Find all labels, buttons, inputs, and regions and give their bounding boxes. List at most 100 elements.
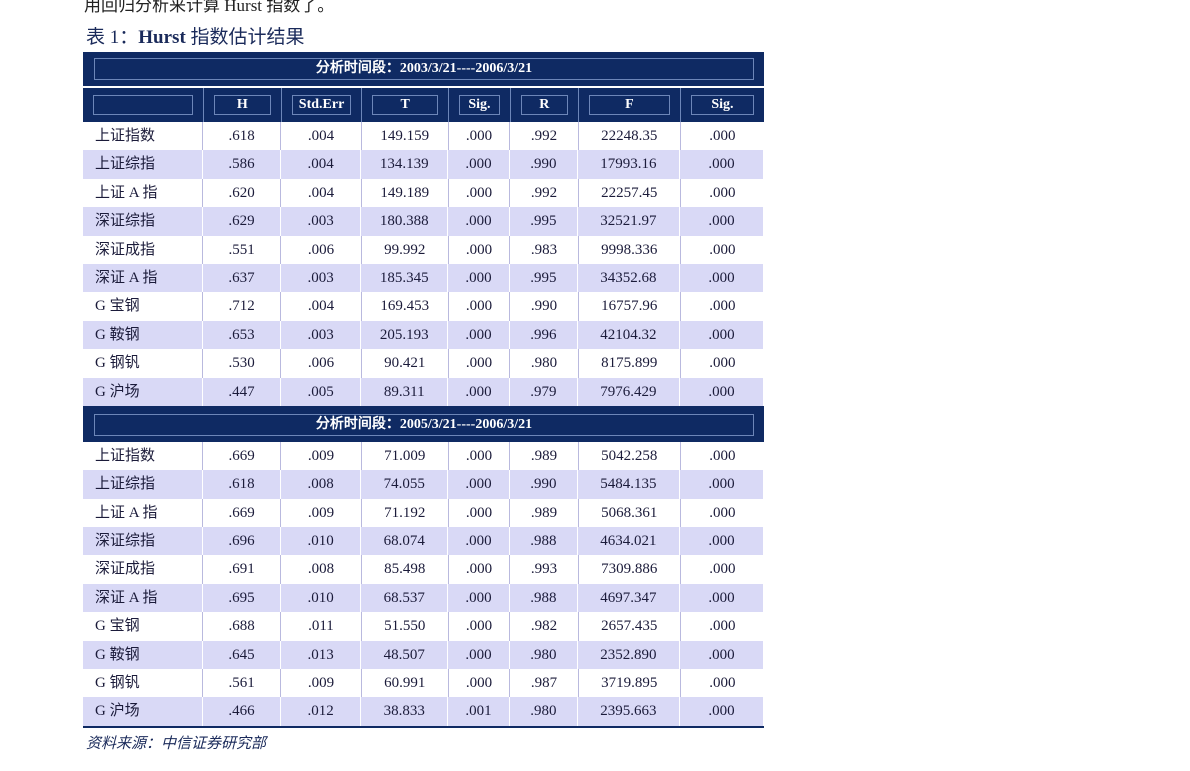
column-header: R xyxy=(511,88,579,122)
table-row: 深证成指 .691.008 85.498.000.993 7309.886.000 xyxy=(83,555,764,584)
value-cell: .004 xyxy=(281,122,362,151)
value-cell: .000 xyxy=(449,498,511,528)
value-cell: .000 xyxy=(448,640,510,670)
value-cell: .629 xyxy=(203,207,282,236)
value-cell: .980 xyxy=(510,349,579,378)
table-row: G 宝钢 .712.004 169.453.000.990 16757.96.000 xyxy=(83,292,764,321)
value-cell: .009 xyxy=(281,441,362,471)
value-cell: .000 xyxy=(449,612,511,641)
column-header: Std.Err xyxy=(282,88,363,122)
table-row: G 沪场 .466.012 38.833.001.980 2395.663.000 xyxy=(83,697,765,726)
table-row: G 钢钒 .561.009 60.991.000.987 3719.895.000 xyxy=(83,669,764,698)
value-cell: 205.193 xyxy=(361,320,449,350)
value-cell: 74.055 xyxy=(361,470,449,499)
table-row: 深证 A 指 .637.003 185.345.000.995 34352.68.00… xyxy=(83,263,765,293)
row-name-cell: 上证 A 指 xyxy=(83,498,204,528)
caption-label: 表 1： xyxy=(86,27,139,48)
value-cell: .988 xyxy=(510,527,578,556)
value-cell: .000 xyxy=(709,128,736,144)
row-name-cell: 深证成指 xyxy=(83,555,204,584)
value-cell: .000 xyxy=(709,298,736,315)
value-cell: .691 xyxy=(203,555,282,584)
column-header-label: H xyxy=(213,95,271,115)
table-row: G 宝钢 .688.011 51.550.000.982 2657.435.000 xyxy=(83,612,764,641)
value-cell: 4634.021 xyxy=(578,527,680,556)
caption-bold-term: Hurst xyxy=(138,27,186,48)
previous-paragraph-fragment: 用回归分析来计算 Hurst 指数了。 xyxy=(84,0,335,15)
value-cell: .000 xyxy=(709,561,736,578)
value-cell: .006 xyxy=(281,235,362,264)
value-cell: .004 xyxy=(281,150,362,179)
caption-rest: 指数估计结果 xyxy=(185,27,305,48)
value-cell: .992 xyxy=(510,178,579,208)
value-cell: 2352.890 xyxy=(578,640,680,670)
period-label: 分析时间段：2003/3/21----2006/3/21 xyxy=(94,58,754,80)
column-header: T xyxy=(362,88,450,122)
column-header-row: H Std.Err T Sig. R F Sig. xyxy=(83,88,764,122)
table-row: 深证综指 .629.003 180.388.000.995 32521.97.000 xyxy=(83,207,765,236)
value-cell: 71.009 xyxy=(362,441,449,471)
value-cell: .009 xyxy=(281,498,362,528)
value-cell: 5068.361 xyxy=(579,498,681,528)
value-cell: .000 xyxy=(709,504,736,521)
row-name-cell: 上证指数 xyxy=(83,122,204,151)
value-cell: 5484.135 xyxy=(578,470,680,499)
value-cell: .005 xyxy=(281,377,362,406)
column-header-label: R xyxy=(520,95,568,115)
value-cell: .620 xyxy=(203,178,282,208)
value-cell: .618 xyxy=(203,122,282,151)
value-cell: .000 xyxy=(448,583,510,613)
value-cell: .983 xyxy=(510,235,579,264)
row-name-cell: G 沪场 xyxy=(83,697,203,726)
row-name-cell: 上证指数 xyxy=(83,441,204,471)
value-cell: .000 xyxy=(449,235,511,264)
column-header-label: Sig. xyxy=(459,95,500,115)
value-cell: .000 xyxy=(680,377,765,406)
value-cell: 85.498 xyxy=(362,555,449,584)
table-row: 上证 A 指 .620.004 149.189.000.992 22257.45.00… xyxy=(83,178,764,208)
value-cell: 42104.32 xyxy=(578,320,680,350)
value-cell: .003 xyxy=(281,320,362,350)
value-cell: 90.421 xyxy=(362,349,449,378)
column-header: F xyxy=(579,88,681,122)
value-cell: 34352.68 xyxy=(578,263,680,293)
value-cell: .637 xyxy=(203,263,282,293)
value-cell: .995 xyxy=(510,263,578,293)
value-cell: .006 xyxy=(281,349,362,378)
period-header: 分析时间段：2005/3/21----2006/3/21 xyxy=(83,407,764,442)
value-cell: 68.074 xyxy=(361,527,449,556)
value-cell: 7309.886 xyxy=(579,555,681,584)
table-row: 上证指数 .669.009 71.009.000.989 5042.258.000 xyxy=(83,441,764,471)
value-cell: .013 xyxy=(281,640,362,670)
value-cell: .000 xyxy=(680,263,765,293)
value-cell: .000 xyxy=(448,263,510,293)
value-cell: 68.537 xyxy=(361,583,449,613)
value-cell: .009 xyxy=(281,669,362,698)
value-cell: .000 xyxy=(680,207,765,236)
value-cell: .993 xyxy=(510,555,579,584)
value-cell: .561 xyxy=(203,669,282,698)
value-cell: .000 xyxy=(680,697,765,726)
value-cell: .990 xyxy=(510,292,579,321)
row-name-cell: G 钢钒 xyxy=(83,349,204,378)
row-name-cell: G 鞍钢 xyxy=(83,640,203,670)
table-row: 上证综指 .618.008 74.055.000.990 5484.135.000 xyxy=(83,470,765,499)
row-name-cell: 深证综指 xyxy=(83,527,203,556)
table-row: 上证综指 .586.004 134.139.000.990 17993.16.000 xyxy=(83,150,765,179)
value-cell: .000 xyxy=(448,527,510,556)
value-cell: .551 xyxy=(203,235,282,264)
value-cell: .000 xyxy=(448,320,510,350)
row-name-cell: G 宝钢 xyxy=(83,612,204,641)
value-cell: .688 xyxy=(203,612,282,641)
value-cell: 4697.347 xyxy=(578,583,680,613)
value-cell: 17993.16 xyxy=(578,150,680,179)
value-cell: .995 xyxy=(510,207,578,236)
value-cell: .012 xyxy=(281,697,362,726)
value-cell: 32521.97 xyxy=(578,207,680,236)
column-header: H xyxy=(204,88,282,122)
value-cell: .000 xyxy=(680,527,765,556)
value-cell: .004 xyxy=(281,292,362,321)
value-cell: .989 xyxy=(510,498,579,528)
row-name-cell: 上证综指 xyxy=(83,470,203,499)
value-cell: .000 xyxy=(709,447,736,464)
